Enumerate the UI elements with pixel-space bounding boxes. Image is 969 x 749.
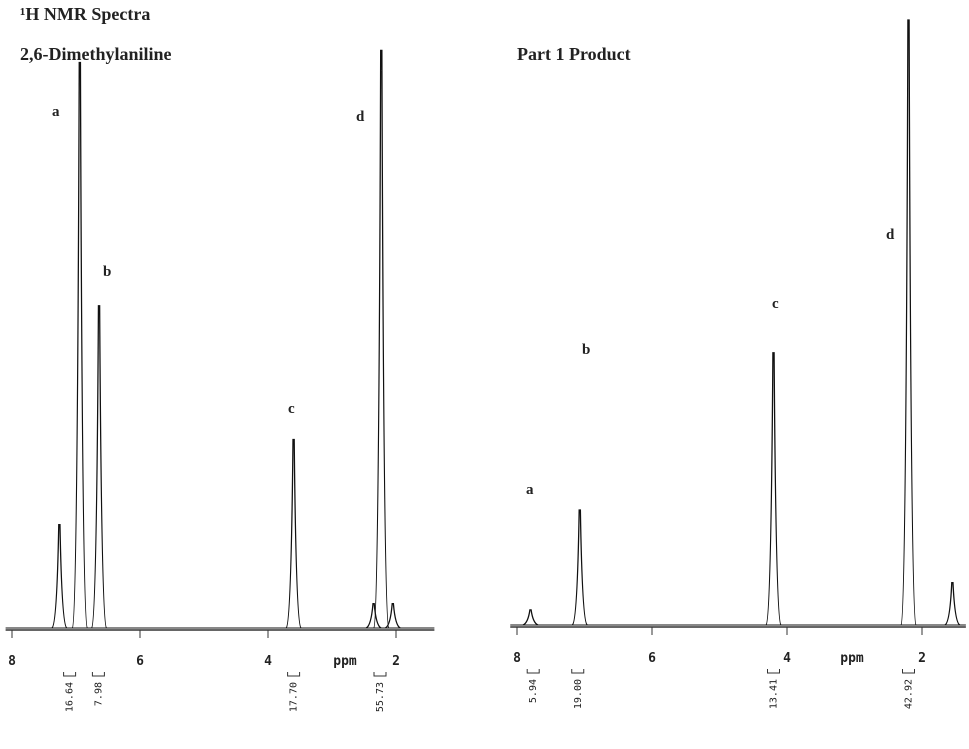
integral-bracket — [91, 672, 105, 677]
integral-label: 13.41 — [769, 679, 780, 709]
peak — [373, 49, 390, 629]
peak-label: a — [526, 482, 534, 498]
peak — [384, 603, 401, 629]
integral-bracket — [902, 669, 915, 674]
panel-title: Part 1 Product — [517, 44, 631, 64]
integral-label: 7.98 — [93, 682, 104, 706]
integral-label: 17.70 — [289, 682, 300, 712]
peak — [90, 305, 108, 629]
x-tick-label: 8 — [513, 651, 521, 666]
integral-bracket — [287, 672, 301, 677]
peak — [365, 603, 382, 629]
x-tick-label: 4 — [783, 651, 791, 666]
x-tick-label: 6 — [648, 651, 656, 666]
integral-bracket — [526, 669, 540, 674]
peak — [944, 582, 961, 626]
peak — [71, 61, 88, 629]
integral-label: 55.73 — [375, 682, 386, 712]
integral-bracket — [571, 669, 585, 674]
peak — [765, 352, 782, 626]
peak — [285, 438, 302, 629]
integral-label: 16.64 — [65, 682, 76, 712]
page-title: ¹H NMR Spectra — [20, 4, 150, 24]
x-axis-label: ppm — [333, 654, 357, 669]
peak-label: b — [103, 264, 111, 280]
peak-label: d — [886, 227, 895, 243]
integral-bracket — [63, 672, 77, 677]
x-tick-label: 2 — [918, 651, 926, 666]
peak-label: c — [288, 401, 295, 417]
peak — [522, 609, 539, 626]
x-tick-label: 2 — [392, 654, 400, 669]
integral-label: 5.94 — [528, 679, 539, 703]
peak-label: c — [772, 296, 779, 312]
integral-bracket — [373, 672, 387, 677]
peak-label: a — [52, 104, 60, 120]
x-tick-label: 6 — [136, 654, 144, 669]
integral-label: 19.00 — [573, 679, 584, 709]
peak-label: b — [582, 342, 590, 358]
peak — [571, 509, 588, 626]
peak — [900, 19, 917, 626]
peak — [51, 523, 68, 629]
panel-title: 2,6-Dimethylaniline — [20, 44, 172, 64]
x-tick-label: 4 — [264, 654, 272, 669]
x-tick-label: 8 — [8, 654, 16, 669]
x-axis-label: ppm — [840, 651, 864, 666]
integral-label: 42.92 — [904, 679, 915, 709]
peak-label: d — [356, 109, 365, 125]
integral-bracket — [767, 669, 780, 674]
